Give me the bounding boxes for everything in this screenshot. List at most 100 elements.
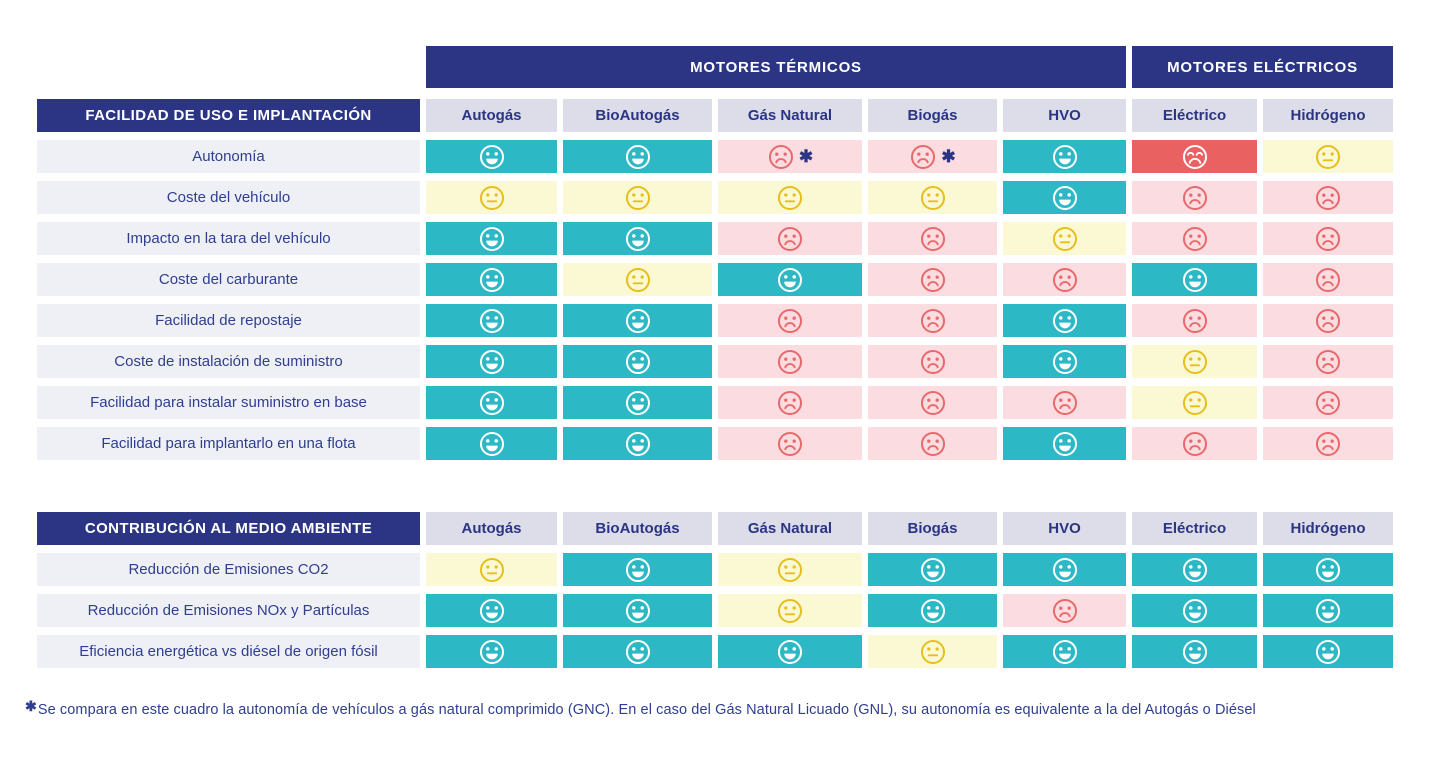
sad-face-icon: [777, 431, 803, 456]
rating-cell-happy: [426, 304, 557, 337]
rating-cell-happy: [426, 635, 557, 668]
banner-motores-termicos: MOTORES TÉRMICOS: [426, 46, 1126, 88]
cell-asterisk: ✱: [798, 147, 814, 166]
footnote-asterisk: ✱: [25, 698, 37, 714]
neutral-face-icon: [777, 185, 803, 210]
rating-cell-happy: [1003, 181, 1126, 214]
rating-cell-happy: [426, 140, 557, 173]
happy-face-icon: [1315, 598, 1341, 623]
happy-face-icon: [920, 557, 945, 582]
rating-cell-happy: [1003, 140, 1126, 173]
column-header-hvo: HVO: [1003, 512, 1126, 545]
rating-cell-neutral: [1263, 140, 1393, 173]
sections-container: MOTORES TÉRMICOS MOTORES ELÉCTRICOS FACILI…: [37, 46, 1438, 668]
neutral-face-icon: [1182, 390, 1207, 415]
happy-face-icon: [625, 431, 650, 456]
rating-cell-happy: [563, 386, 712, 419]
happy-face-icon: [1182, 267, 1207, 292]
neutral-face-icon: [479, 557, 504, 582]
sad-face-icon: [1315, 431, 1341, 456]
column-header-autogás: Autogás: [426, 99, 557, 132]
row-label: Facilidad para instalar suministro en ba…: [37, 386, 420, 419]
rating-cell-sad: [1132, 304, 1257, 337]
row-label: Coste de instalación de suministro: [37, 345, 420, 378]
sad-face-icon: [1052, 598, 1077, 623]
happy-face-icon: [777, 639, 803, 664]
sad-face-icon: [1052, 267, 1077, 292]
sad-face-icon: [1182, 226, 1207, 251]
column-header-bioautogás: BioAutogás: [563, 512, 712, 545]
column-header-hvo: HVO: [1003, 99, 1126, 132]
rating-cell-sad: [1003, 263, 1126, 296]
rating-cell-verysad: [1132, 140, 1257, 173]
row-label: Autonomía: [37, 140, 420, 173]
happy-face-icon: [1052, 308, 1077, 333]
happy-face-icon: [1052, 639, 1077, 664]
happy-face-icon: [479, 308, 504, 333]
neutral-face-icon: [920, 639, 945, 664]
sad-face-icon: [1315, 185, 1341, 210]
happy-face-icon: [479, 144, 504, 169]
sad-face-icon: [911, 144, 936, 169]
happy-face-icon: [1052, 431, 1077, 456]
banner-spacer: [37, 46, 420, 91]
rating-cell-happy: [426, 263, 557, 296]
sad-face-icon: [1182, 308, 1207, 333]
rating-cell-happy: [718, 635, 862, 668]
rating-cell-sad: [868, 263, 997, 296]
rating-cell-neutral: [563, 263, 712, 296]
rating-cell-sad: [1132, 427, 1257, 460]
column-header-eléctrico: Eléctrico: [1132, 512, 1257, 545]
row-label: Reducción de Emisiones NOx y Partículas: [37, 594, 420, 627]
sad-face-icon: [1315, 267, 1341, 292]
column-header-gás-natural: Gás Natural: [718, 99, 862, 132]
sad-face-icon: [1315, 226, 1341, 251]
very-sad-face-icon: [1182, 144, 1207, 169]
rating-cell-sad: [1263, 222, 1393, 255]
row-label: Coste del vehículo: [37, 181, 420, 214]
column-header-eléctrico: Eléctrico: [1132, 99, 1257, 132]
rating-cell-sad: [868, 304, 997, 337]
rating-cell-happy: [1263, 635, 1393, 668]
rating-cell-sad: [1132, 222, 1257, 255]
sad-face-icon: [1182, 431, 1207, 456]
happy-face-icon: [625, 557, 650, 582]
happy-face-icon: [479, 267, 504, 292]
rating-cell-happy: [868, 594, 997, 627]
rating-cell-happy: [1003, 345, 1126, 378]
sad-face-icon: [920, 349, 945, 374]
rating-cell-happy: [426, 427, 557, 460]
rating-cell-sad: [718, 427, 862, 460]
happy-face-icon: [1182, 557, 1207, 582]
happy-face-icon: [625, 144, 650, 169]
happy-face-icon: [625, 639, 650, 664]
rating-cell-happy: [718, 263, 862, 296]
row-label: Eficiencia energética vs diésel de orige…: [37, 635, 420, 668]
column-header-hidrógeno: Hidrógeno: [1263, 512, 1393, 545]
rating-cell-neutral: [718, 553, 862, 586]
neutral-face-icon: [920, 185, 945, 210]
happy-face-icon: [1315, 639, 1341, 664]
footnote-text: Se compara en este cuadro la autonomía d…: [37, 702, 1256, 718]
rating-cell-happy: [426, 386, 557, 419]
rating-cell-happy: [1003, 553, 1126, 586]
section-title: CONTRIBUCIÓN AL MEDIO AMBIENTE: [37, 512, 420, 545]
rating-cell-happy: [563, 140, 712, 173]
rating-cell-sad: [718, 222, 862, 255]
column-header-biogás: Biogás: [868, 99, 997, 132]
column-header-hidrógeno: Hidrógeno: [1263, 99, 1393, 132]
rating-cell-happy: [563, 345, 712, 378]
rating-cell-happy: [563, 635, 712, 668]
row-label: Coste del carburante: [37, 263, 420, 296]
rating-cell-sad: [718, 386, 862, 419]
rating-cell-sad: [868, 386, 997, 419]
neutral-face-icon: [1182, 349, 1207, 374]
rating-cell-happy: [1003, 304, 1126, 337]
sad-face-icon: [920, 267, 945, 292]
rating-cell-neutral: [868, 181, 997, 214]
rating-cell-sad: [1263, 181, 1393, 214]
rating-cell-happy: [1263, 594, 1393, 627]
rating-cell-neutral: [1003, 222, 1126, 255]
rating-cell-happy: [563, 427, 712, 460]
neutral-face-icon: [777, 598, 803, 623]
